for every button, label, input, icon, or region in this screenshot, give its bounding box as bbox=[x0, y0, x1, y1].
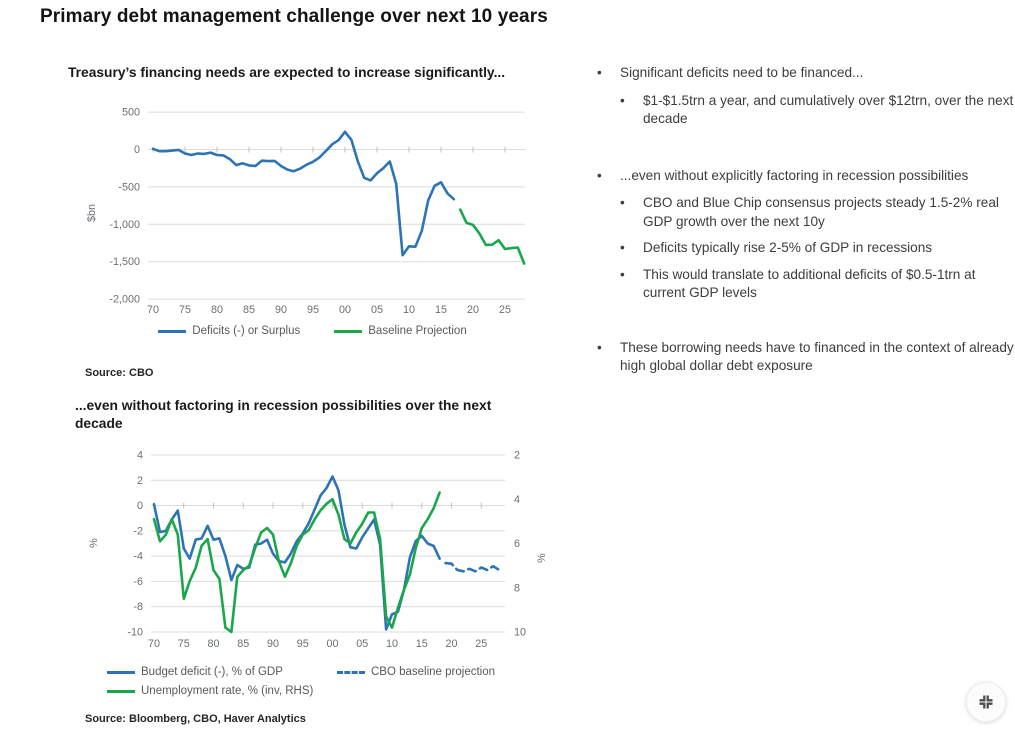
svg-text:10: 10 bbox=[403, 304, 415, 316]
svg-text:00: 00 bbox=[326, 638, 338, 650]
legend-label: Baseline Projection bbox=[368, 325, 467, 337]
svg-text:20: 20 bbox=[445, 638, 457, 650]
bullet-text: This would translate to additional defic… bbox=[643, 266, 976, 301]
svg-text:2: 2 bbox=[514, 450, 520, 462]
svg-text:-8: -8 bbox=[133, 601, 143, 613]
legend-label: CBO baseline projection bbox=[371, 666, 496, 678]
svg-text:$bn: $bn bbox=[86, 204, 98, 222]
svg-text:-2,000: -2,000 bbox=[109, 294, 140, 306]
svg-text:90: 90 bbox=[267, 638, 279, 650]
bullet-marker: • bbox=[620, 266, 625, 282]
svg-text:85: 85 bbox=[243, 304, 255, 316]
sub-bullet-item: • This would translate to additional defi… bbox=[590, 266, 1014, 303]
svg-text:85: 85 bbox=[237, 638, 249, 650]
svg-text:15: 15 bbox=[416, 638, 428, 650]
bullet-item: • Significant deficits need to be finance… bbox=[590, 64, 1014, 83]
sub-bullet-item: • CBO and Blue Chip consensus projects st… bbox=[590, 194, 1014, 231]
svg-text:-4: -4 bbox=[133, 551, 143, 563]
legend-item: Budget deficit (-), % of GDP bbox=[107, 666, 283, 678]
svg-text:10: 10 bbox=[514, 627, 526, 639]
dashed-line-swatch bbox=[337, 670, 365, 674]
bullet-marker: • bbox=[597, 167, 602, 183]
legend-item: Unemployment rate, % (inv, RHS) bbox=[107, 685, 313, 697]
chart1-plot: 500 0 -500 -1,000 -1,500 -2,000 70 75 80 85 90 95 00… bbox=[86, 107, 526, 316]
bullet-item: • ...even without explicitly factoring in… bbox=[590, 167, 1014, 186]
svg-text:70: 70 bbox=[148, 638, 160, 650]
svg-text:75: 75 bbox=[178, 638, 190, 650]
svg-text:80: 80 bbox=[207, 638, 219, 650]
svg-text:4: 4 bbox=[514, 494, 520, 506]
chart1-title: Treasury’s financing needs are expected … bbox=[68, 65, 506, 80]
line-swatch bbox=[334, 329, 363, 333]
bullet-marker: • bbox=[620, 240, 625, 255]
svg-text:25: 25 bbox=[475, 638, 487, 650]
svg-text:-2: -2 bbox=[133, 525, 143, 537]
bullet-list: • Significant deficits need to be finance… bbox=[590, 64, 1014, 376]
svg-text:%: % bbox=[536, 553, 548, 563]
chart1-legend: Deficits (-) or Surplus Baseline Projecti… bbox=[85, 325, 540, 337]
bullet-marker: • bbox=[620, 195, 625, 210]
line-swatch bbox=[107, 670, 135, 674]
svg-text:25: 25 bbox=[499, 304, 511, 316]
bullet-text: Significant deficits need to be financed… bbox=[620, 65, 864, 80]
svg-text:05: 05 bbox=[371, 304, 383, 316]
svg-text:%: % bbox=[88, 538, 100, 548]
bullet-marker: • bbox=[620, 92, 625, 108]
svg-text:05: 05 bbox=[356, 638, 368, 650]
legend-item: Deficits (-) or Surplus bbox=[158, 325, 300, 337]
svg-text:-1,000: -1,000 bbox=[109, 219, 140, 231]
svg-text:8: 8 bbox=[514, 582, 520, 594]
svg-text:0: 0 bbox=[137, 500, 143, 512]
svg-text:-1,500: -1,500 bbox=[109, 256, 140, 268]
svg-text:-10: -10 bbox=[127, 626, 143, 638]
chart2-legend: Budget deficit (-), % of GDP CBO baseline… bbox=[107, 666, 547, 708]
chart2-source: Source: Bloomberg, CBO, Haver Analytics bbox=[85, 713, 306, 725]
svg-text:10: 10 bbox=[386, 638, 398, 650]
bullet-text: CBO and Blue Chip consensus projects ste… bbox=[643, 195, 999, 229]
bullet-text: These borrowing needs have to financed i… bbox=[620, 339, 1014, 374]
svg-text:95: 95 bbox=[297, 638, 309, 650]
chart1-source: Source: CBO bbox=[85, 367, 154, 379]
legend-item: CBO baseline projection bbox=[337, 666, 495, 678]
bullet-text: Deficits typically rise 2-5% of GDP in r… bbox=[643, 240, 933, 255]
collapse-button[interactable] bbox=[966, 682, 1006, 722]
chart2-title: ...even without factoring in recession p… bbox=[75, 398, 492, 431]
svg-text:2: 2 bbox=[137, 475, 143, 487]
sub-bullet-item: • $1-$1.5trn a year, and cumulatively ove… bbox=[590, 92, 1014, 129]
svg-text:15: 15 bbox=[435, 304, 447, 316]
svg-text:75: 75 bbox=[179, 304, 191, 316]
svg-text:0: 0 bbox=[134, 144, 140, 156]
svg-text:-500: -500 bbox=[118, 181, 140, 193]
svg-text:00: 00 bbox=[339, 304, 351, 316]
line-swatch bbox=[158, 329, 187, 333]
svg-text:80: 80 bbox=[211, 304, 223, 316]
svg-text:-6: -6 bbox=[133, 576, 143, 588]
line-swatch bbox=[107, 689, 135, 693]
svg-text:70: 70 bbox=[147, 304, 159, 316]
bullet-item: • These borrowing needs have to financed … bbox=[590, 339, 1014, 376]
svg-text:6: 6 bbox=[514, 538, 520, 550]
legend-label: Budget deficit (-), % of GDP bbox=[141, 666, 283, 678]
legend-label: Deficits (-) or Surplus bbox=[192, 325, 301, 337]
bullet-text: ...even without explicitly factoring in … bbox=[620, 167, 969, 183]
svg-text:4: 4 bbox=[137, 450, 143, 462]
svg-text:500: 500 bbox=[122, 107, 140, 119]
legend-label: Unemployment rate, % (inv, RHS) bbox=[141, 685, 314, 697]
legend-item: Baseline Projection bbox=[334, 325, 467, 337]
svg-text:20: 20 bbox=[467, 304, 479, 316]
bullet-marker: • bbox=[597, 65, 602, 80]
svg-text:90: 90 bbox=[275, 304, 287, 316]
svg-text:95: 95 bbox=[307, 304, 319, 316]
sub-bullet-item: • Deficits typically rise 2-5% of GDP in … bbox=[590, 239, 1014, 258]
bullet-text: $1-$1.5trn a year, and cumulatively over… bbox=[643, 92, 1014, 127]
collapse-icon bbox=[979, 695, 993, 709]
page-title: Primary debt management challenge over n… bbox=[40, 6, 548, 27]
bullet-marker: • bbox=[597, 339, 602, 355]
